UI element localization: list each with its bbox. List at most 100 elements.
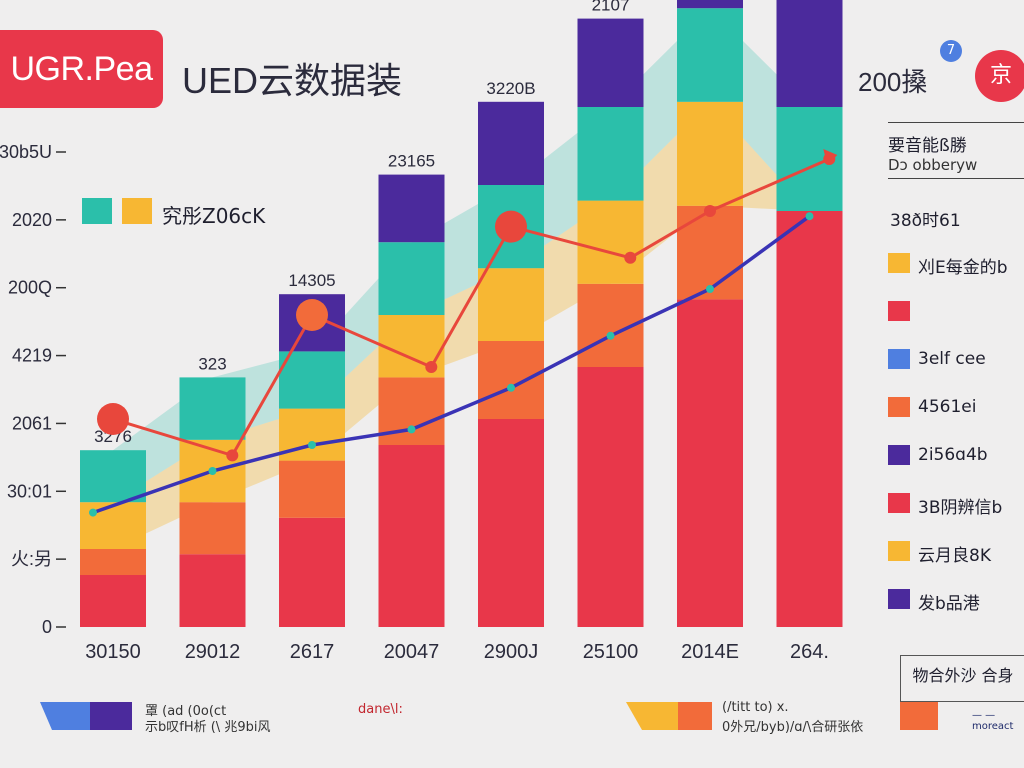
bar-segment xyxy=(478,341,544,419)
bar-top-label: 3276 xyxy=(94,427,132,446)
legend-label: 3B阴辨信b xyxy=(918,498,1003,518)
bar-segment xyxy=(478,419,544,627)
red-line-point xyxy=(226,449,239,462)
x-tick-label: 2014E xyxy=(681,641,739,663)
footer-mid-swatch xyxy=(626,702,712,730)
bar-segment xyxy=(80,450,146,503)
footer-mid-swatches xyxy=(626,698,716,738)
blue-line-point xyxy=(507,383,515,392)
legend-swatch xyxy=(888,493,910,513)
legend-swatch xyxy=(888,349,910,369)
notification-badge[interactable]: 7 xyxy=(940,40,962,62)
footer-box-swatch xyxy=(900,702,938,730)
bar-segment xyxy=(577,18,644,108)
legend-swatch xyxy=(888,541,910,561)
brand-logo: UGR.Pea xyxy=(0,30,163,108)
blue-line-point xyxy=(407,425,416,434)
blue-line-point xyxy=(706,285,714,293)
x-tick-label: 20047 xyxy=(384,641,440,663)
red-line-arrow xyxy=(823,149,838,165)
bar-segment xyxy=(478,101,544,185)
legend-sub-label: 38ð时61 xyxy=(890,211,961,231)
blue-trend-line xyxy=(92,214,811,515)
footer-left-line2: 示b叹fH析 (\ 兆9bi风 xyxy=(145,720,271,735)
footer-swatch-orange xyxy=(678,702,712,730)
legend-swatch xyxy=(888,301,910,321)
legend-subheading: Dɔ obberyw xyxy=(888,156,1024,179)
footer-swatch-yellow xyxy=(626,702,678,730)
blue-line-point xyxy=(805,212,814,221)
legend-label: 4561ei xyxy=(918,397,977,417)
x-tick-label: 29012 xyxy=(185,641,241,663)
legend-swatch xyxy=(888,253,910,273)
y-tick-label: 0 xyxy=(42,617,52,637)
y-tick-label: 30:01 xyxy=(7,481,52,501)
blue-line-point xyxy=(308,441,316,449)
blue-line-point xyxy=(89,508,97,517)
bar-segment xyxy=(80,575,146,627)
x-tick-label: 2900J xyxy=(484,641,539,663)
y-tick-label: 200Q xyxy=(8,278,52,298)
footer-link[interactable]: dane\l: xyxy=(358,702,403,717)
bar-top-label: 14305 xyxy=(288,271,335,290)
red-trend-line xyxy=(112,157,830,458)
bar-segment xyxy=(279,351,345,409)
bar-segment xyxy=(378,445,445,627)
bar-segment xyxy=(378,174,445,243)
legend-label: 2i56ɑ4b xyxy=(918,445,988,465)
bar-segment xyxy=(378,377,445,445)
bar-segment xyxy=(279,460,345,518)
legend-label: 发b品港 xyxy=(918,594,980,614)
bar-segment xyxy=(677,8,743,102)
x-tick-label: 2617 xyxy=(290,641,335,663)
bar-segment xyxy=(577,107,644,201)
red-line-point xyxy=(296,299,328,331)
blue-line-point xyxy=(606,331,615,340)
legend-swatch xyxy=(888,397,910,417)
bar-segment xyxy=(378,242,445,315)
bar-segment xyxy=(677,0,743,9)
mini-legend-swatch-teal xyxy=(82,198,112,224)
header-right-text: 200搡 xyxy=(858,67,928,97)
bar-top-label: 2107 xyxy=(592,0,630,15)
page-title: UED云数据装 xyxy=(182,60,403,101)
y-tick-label: 30b5U xyxy=(0,142,52,162)
mini-legend-swatch-yellow xyxy=(122,198,152,224)
red-line-point xyxy=(624,251,637,264)
bar-segment xyxy=(577,367,644,627)
legend-label: 3elf cee xyxy=(918,349,986,369)
legend-swatch xyxy=(888,589,910,609)
footer-mid-line2: 0外兄/byb)/ɑ/\合研张依 xyxy=(722,720,864,735)
bar-segment xyxy=(478,268,544,341)
blue-line-point xyxy=(208,467,217,475)
bar-top-label: 23165 xyxy=(388,152,435,171)
bar-segment xyxy=(677,101,743,206)
footer-more-link[interactable]: — — moreact xyxy=(972,710,1014,732)
bar-segment xyxy=(677,205,743,300)
user-avatar[interactable]: 京 xyxy=(975,50,1024,102)
bar-segment xyxy=(80,502,146,549)
red-line-point xyxy=(495,210,527,243)
bar-segment xyxy=(179,554,246,627)
red-line-point xyxy=(704,205,716,217)
bar-segment xyxy=(179,377,246,440)
footer-swatch-purple xyxy=(90,702,132,730)
y-tick-label: 2061 xyxy=(12,413,52,433)
y-tick-label: 4219 xyxy=(12,346,52,366)
bar-top-label: 3220B xyxy=(486,79,535,98)
legend-header: 要音能ß勝 Dɔ obberyw xyxy=(888,122,1024,179)
x-tick-label: 25100 xyxy=(583,641,639,663)
legend-label: 云月良8K xyxy=(918,546,991,566)
bar-segment xyxy=(677,299,743,627)
bar-segment xyxy=(279,517,345,627)
y-tick-label: 2020 xyxy=(12,210,52,230)
x-tick-label: 30150 xyxy=(85,641,141,663)
footer-swatch-blue xyxy=(40,702,90,730)
footer-swatch-row xyxy=(40,698,360,738)
bar-segment xyxy=(179,502,246,555)
red-line-point xyxy=(425,361,438,373)
footer-left-line1: 罩 (ad (0o(ct xyxy=(145,704,227,719)
legend-heading: 要音能ß勝 xyxy=(888,136,967,156)
bar-segment xyxy=(577,200,644,284)
